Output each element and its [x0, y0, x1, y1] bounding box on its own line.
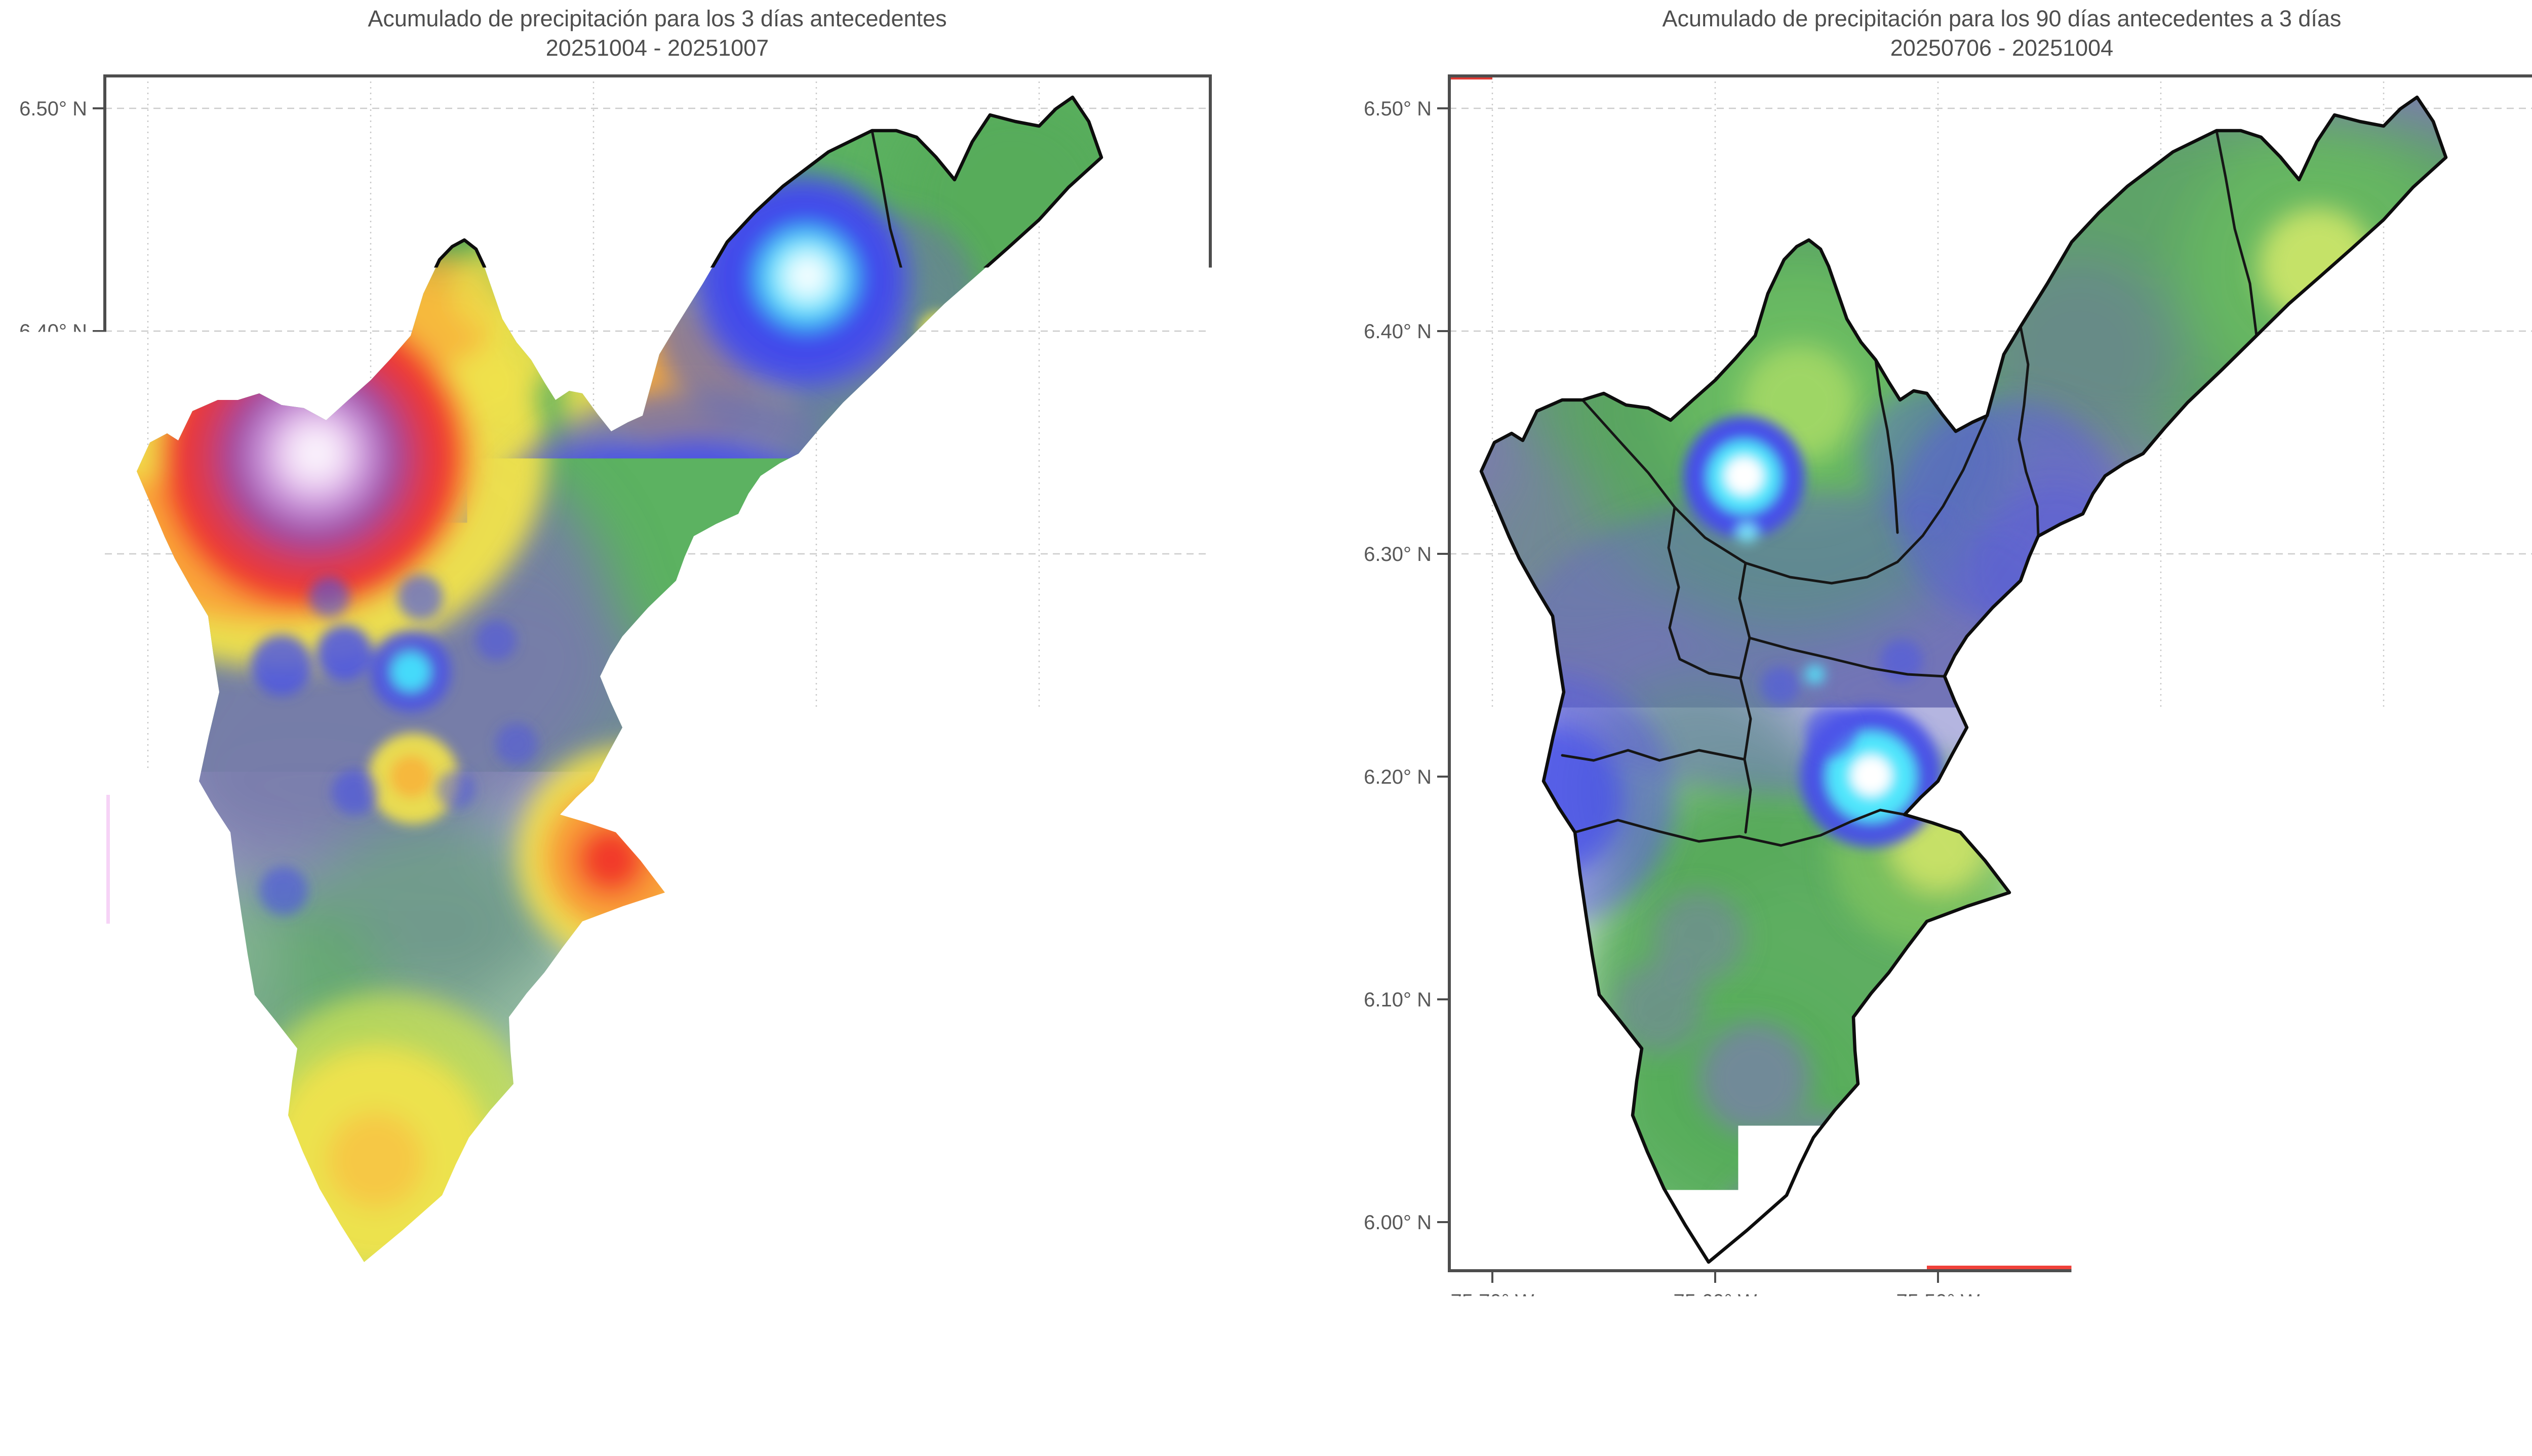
x-tick-label: 75.50° W: [552, 1290, 636, 1313]
y-tick-label: 6.30° N: [1364, 543, 1432, 565]
y-tick-label: 6.20° N: [19, 766, 87, 788]
y-tick-label: 6.10° N: [19, 989, 87, 1011]
right-colorbar: 0 100 200 300 400 500 600 700 800 900 10…: [1430, 1322, 2532, 1438]
left-colorbar: 0 1 5 10 15 20 25 30 35 40 50 60 80 100 …: [85, 1322, 1232, 1438]
left-dry-zone-east: [441, 390, 947, 896]
cb-tick-label: 10: [227, 1371, 250, 1394]
x-tick-label: 75.50° W: [1896, 1290, 1980, 1313]
x-tick-label: 75.70° W: [106, 1290, 190, 1313]
cb-tick-label: 600: [2091, 1371, 2125, 1394]
cb-tick-label: 60: [753, 1371, 775, 1394]
cb-tick-label: 800: [2302, 1371, 2336, 1394]
y-tick-label: 6.40° N: [19, 320, 87, 343]
cb-tick-label: 0: [127, 1371, 138, 1394]
right-colorbar-tick-labels: 0 100 200 300 400 500 600 700 800 900 10…: [1472, 1371, 2532, 1394]
x-tick-label: 75.40° W: [2119, 1290, 2203, 1313]
left-colorbar-tick-labels: 0 1 5 10 15 20 25 30 35 40 50 60 80 100: [127, 1371, 1201, 1394]
left-edge-artifact-west: [106, 795, 110, 1268]
left-edge-artifact-bottom: [522, 1266, 1208, 1269]
cb-tick-label: 300: [1776, 1371, 1810, 1394]
cb-tick-label: 40: [542, 1371, 565, 1394]
left-hotspot-southeast: [517, 747, 734, 964]
left-x-axis-labels: 75.70° W 75.60° W 75.50° W 75.40° W 75.3…: [106, 1290, 1081, 1313]
x-tick-label: 75.40° W: [775, 1290, 858, 1313]
cb-tick-label: 900: [2407, 1371, 2441, 1394]
x-tick-label: 75.70° W: [1451, 1290, 1534, 1313]
cb-tick-label: 5: [180, 1371, 191, 1394]
right-x-axis-labels: 75.70° W 75.60° W 75.50° W 75.40° W 75.3…: [1451, 1290, 2426, 1313]
left-y-axis-labels: 6.50° N 6.40° N 6.30° N 6.20° N 6.10° N …: [19, 98, 87, 1234]
cb-tick-label: 100: [1167, 1371, 1201, 1394]
panel-90-days: Acumulado de precipitación para los 90 d…: [1364, 6, 2532, 1438]
cb-tick-label: 50: [647, 1371, 670, 1394]
cb-tick-label: 20: [332, 1371, 354, 1394]
left-yellow-zone-south: [238, 992, 542, 1296]
cb-tick-label: 400: [1881, 1371, 1915, 1394]
left-colorbar-label: Acumulado Precipitación [mm]: [497, 1411, 818, 1438]
x-tick-label: 75.60° W: [1674, 1290, 1757, 1313]
cb-tick-label: 1: [138, 1371, 149, 1394]
cb-tick-label: 30: [437, 1371, 460, 1394]
y-tick-label: 6.10° N: [1364, 989, 1432, 1011]
cb-tick-label: 200: [1671, 1371, 1705, 1394]
right-y-axis-labels: 6.50° N 6.40° N 6.30° N 6.20° N 6.10° N …: [1364, 98, 1432, 1234]
x-tick-label: 75.30° W: [998, 1290, 1081, 1313]
y-tick-label: 6.20° N: [1364, 766, 1432, 788]
x-tick-label: 75.30° W: [2342, 1290, 2426, 1313]
y-tick-label: 6.50° N: [1364, 98, 1432, 120]
y-tick-label: 6.50° N: [19, 98, 87, 120]
y-tick-label: 6.00° N: [19, 1211, 87, 1234]
cb-tick-label: 35: [490, 1371, 512, 1394]
panel-3-days: Acumulado de precipitación para los 3 dí…: [19, 6, 1232, 1438]
cb-tick-label: 15: [279, 1371, 302, 1394]
right-edge-artifact-bottom: [1927, 1266, 2532, 1270]
right-colorbar-label: Acumulado Precipitación [mm]: [1841, 1411, 2163, 1438]
cb-tick-label: 700: [2196, 1371, 2230, 1394]
right-subtitle: 20250706 - 20251004: [1890, 35, 2113, 61]
left-precipitation-map: [20, 76, 1210, 1316]
x-tick-label: 75.60° W: [329, 1290, 413, 1313]
cb-tick-label: 80: [963, 1371, 985, 1394]
right-precipitation-map: [1421, 76, 2532, 1296]
cb-tick-label: 0: [1472, 1371, 1483, 1394]
left-subtitle: 20251004 - 20251007: [546, 35, 769, 61]
cb-tick-label: 25: [384, 1371, 407, 1394]
left-title: Acumulado de precipitación para los 3 dí…: [368, 6, 946, 31]
y-tick-label: 6.40° N: [1364, 320, 1432, 343]
right-title: Acumulado de precipitación para los 90 d…: [1663, 6, 2342, 31]
y-tick-label: 6.30° N: [19, 543, 87, 565]
y-tick-label: 6.00° N: [1364, 1211, 1432, 1234]
cb-tick-label: 100: [1566, 1371, 1600, 1394]
cb-tick-label: 500: [1986, 1371, 2020, 1394]
cb-tick-label: 1000: [2506, 1371, 2532, 1394]
precipitation-figure: Acumulado de precipitación para los 3 dí…: [0, 0, 2532, 1456]
